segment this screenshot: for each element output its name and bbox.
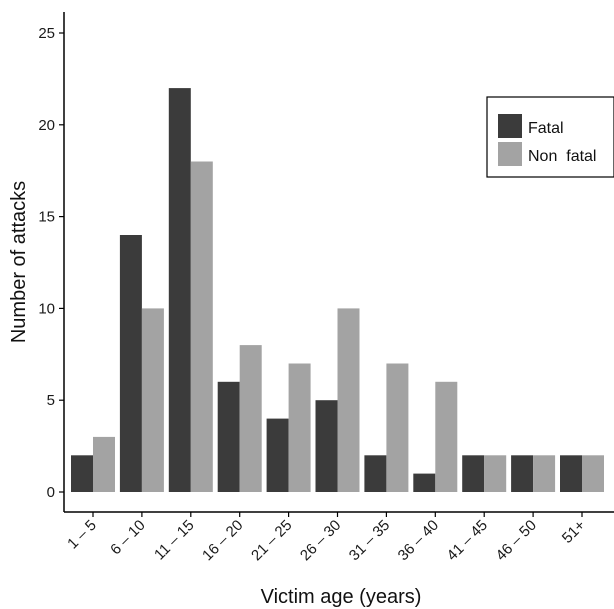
- bar-non-fatal: [337, 308, 360, 492]
- legend-swatch-non-fatal: [498, 142, 522, 166]
- bar-fatal: [217, 381, 240, 492]
- bar-fatal: [511, 455, 534, 492]
- bar-fatal: [560, 455, 582, 492]
- y-axis-ticks: 0 5 10 15 20 25: [38, 25, 64, 501]
- legend-swatch-fatal: [498, 114, 522, 138]
- y-tick-label: 20: [38, 117, 55, 134]
- bar-fatal: [119, 235, 142, 492]
- bar-fatal: [315, 400, 338, 492]
- bar-fatal: [266, 418, 289, 492]
- y-tick-label: 15: [38, 209, 55, 226]
- bar-non-fatal: [239, 345, 262, 492]
- x-tick-label: 31 – 35: [346, 517, 393, 564]
- legend-label-fatal: Fatal: [528, 120, 564, 137]
- bar-fatal: [168, 88, 191, 492]
- y-tick-label: 5: [47, 392, 55, 409]
- x-tick-label: 16 – 20: [199, 517, 246, 564]
- x-tick-label: 21 – 25: [248, 517, 295, 564]
- bar-non-fatal: [141, 308, 164, 492]
- bar-non-fatal: [93, 436, 115, 492]
- x-tick-label: 11 – 15: [151, 517, 198, 564]
- bars: [71, 88, 604, 492]
- bar-non-fatal: [533, 455, 556, 492]
- y-tick-label: 10: [38, 300, 55, 317]
- legend-label-non-fatal: Non fatal: [528, 148, 596, 165]
- bar-fatal: [71, 455, 93, 492]
- legend: Fatal Non fatal: [486, 96, 614, 178]
- x-tick-label: 1 – 5: [64, 517, 100, 553]
- x-tick-label: 46 – 50: [493, 517, 540, 564]
- y-tick-label: 0: [47, 484, 55, 501]
- bar-fatal: [462, 455, 485, 492]
- bar-non-fatal: [484, 455, 507, 492]
- x-tick-label: 36 – 40: [395, 517, 442, 564]
- y-axis-title: Number of attacks: [8, 181, 30, 343]
- bar-non-fatal: [386, 363, 409, 492]
- bar-fatal: [413, 473, 436, 492]
- x-tick-label: 6 – 10: [107, 517, 149, 559]
- x-axis-title: Victim age (years): [261, 586, 422, 608]
- bar-fatal: [364, 455, 387, 492]
- bar-non-fatal: [190, 161, 213, 492]
- x-tick-label: 26 – 30: [297, 517, 344, 564]
- x-tick-label: 51+: [559, 517, 589, 547]
- x-tick-label: 41 – 45: [444, 517, 491, 564]
- bar-non-fatal: [435, 381, 458, 492]
- bar-non-fatal: [288, 363, 311, 492]
- bar-non-fatal: [582, 455, 604, 492]
- y-tick-label: 25: [38, 25, 55, 42]
